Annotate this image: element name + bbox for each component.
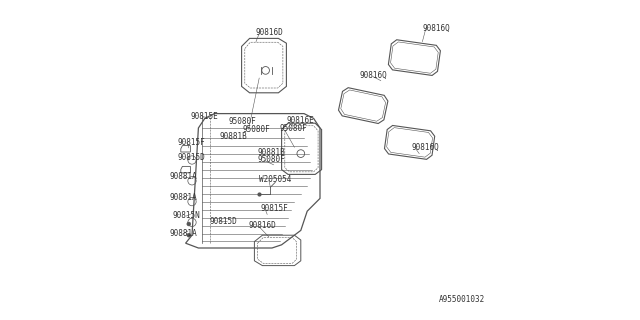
Text: 90816Q: 90816Q: [422, 24, 450, 33]
Circle shape: [187, 222, 191, 226]
Text: 95080F: 95080F: [258, 155, 285, 164]
Text: W205054: W205054: [259, 175, 292, 184]
Text: 90881A: 90881A: [170, 172, 197, 181]
Text: 90816E: 90816E: [287, 116, 314, 125]
Text: 90881B: 90881B: [258, 148, 285, 157]
Text: 90815F: 90815F: [178, 138, 205, 147]
Text: 90815D: 90815D: [178, 153, 205, 162]
Text: 95080F: 95080F: [229, 117, 257, 126]
Text: 95080F: 95080F: [280, 124, 308, 133]
Circle shape: [187, 233, 191, 237]
Text: 90816D: 90816D: [249, 221, 276, 230]
Text: 90815F: 90815F: [261, 204, 289, 213]
Text: A955001032: A955001032: [438, 295, 484, 304]
Text: 90881B: 90881B: [219, 132, 247, 141]
Text: 90816D: 90816D: [256, 28, 284, 36]
Text: 90815N: 90815N: [173, 212, 200, 220]
Text: 90815E: 90815E: [190, 112, 218, 121]
Text: 95080F: 95080F: [243, 125, 270, 134]
Text: 90816Q: 90816Q: [412, 143, 439, 152]
Text: 90815D: 90815D: [210, 217, 237, 226]
Text: 90881A: 90881A: [170, 229, 197, 238]
Text: 90881A: 90881A: [170, 193, 197, 202]
Text: 90816Q: 90816Q: [360, 71, 388, 80]
